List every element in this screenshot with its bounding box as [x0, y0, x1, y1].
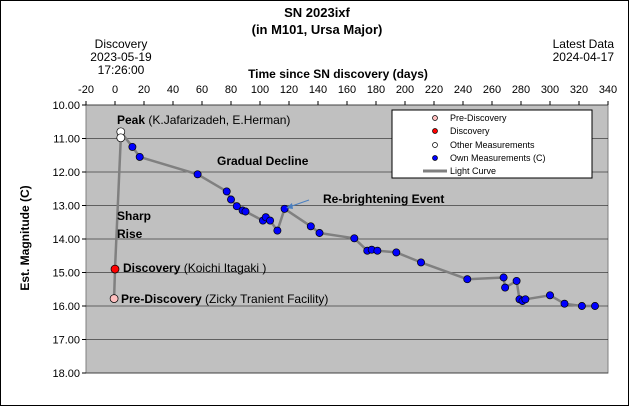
own-measurement-point	[222, 187, 231, 196]
x-tick-label: 140	[309, 84, 327, 96]
x-tick-label: 40	[167, 84, 179, 96]
own-measurement-point	[577, 302, 586, 310]
legend-disc-label: Discovery	[450, 126, 490, 136]
annotation-pre-discovery-text: (Zicky Tranient Facility)	[202, 292, 329, 306]
annotation-discovery: Discovery (Koichi Itagaki )	[123, 261, 266, 275]
legend-own-marker	[432, 155, 438, 161]
annotation-rebrightening: Re-brightening Event	[323, 192, 444, 206]
latest-note-label: Latest Data	[553, 37, 615, 51]
y-tick-label: 15.00	[52, 268, 80, 280]
annotation-sharp: Sharp	[117, 209, 151, 223]
x-tick-label: 20	[138, 84, 150, 96]
own-measurement-point	[512, 276, 521, 285]
x-tick-label: -20	[78, 84, 94, 96]
x-tick-label: 220	[425, 84, 443, 96]
own-measurement-point	[392, 248, 401, 257]
own-measurement-point	[501, 283, 510, 292]
x-tick-label: 160	[338, 84, 356, 96]
annotation-discovery-bold: Discovery	[123, 261, 181, 275]
annotation-peak-bold: Peak	[117, 113, 145, 127]
y-tick-label: 11.00	[53, 134, 80, 146]
discovery-note-time: 17:26:00	[98, 63, 145, 77]
x-tick-label: 80	[225, 84, 237, 96]
y-axis-label: Est. Magnitude (C)	[18, 185, 32, 290]
own-measurement-point	[463, 275, 472, 284]
x-tick-label: 240	[454, 84, 472, 96]
x-tick-label: 60	[196, 84, 208, 96]
discovery-note-date: 2023-05-19	[90, 50, 152, 64]
chart-subtitle: (in M101, Ursa Major)	[252, 22, 383, 37]
own-measurement-point	[315, 229, 324, 237]
rebrightening-arrowhead	[286, 203, 293, 209]
x-tick-label: 0	[112, 84, 118, 96]
x-tick-label: 200	[396, 84, 414, 96]
discovery-note-label: Discovery	[95, 37, 148, 51]
own-measurement-point	[417, 258, 425, 267]
x-tick-label: 180	[367, 84, 385, 96]
y-tick-label: 14.00	[52, 234, 80, 246]
own-measurement-point	[560, 299, 569, 308]
points-layer	[109, 127, 599, 310]
legend-own-label: Own Measurements (C)	[450, 153, 546, 163]
own-measurement-point	[280, 204, 289, 213]
own-measurement-point	[546, 291, 554, 300]
x-tick-label: 280	[512, 84, 530, 96]
own-measurement-point	[135, 152, 144, 161]
y-tick-label: 12.00	[52, 167, 80, 179]
annotation-pre-discovery-bold: Pre-Discovery	[121, 292, 202, 306]
x-axis-label: Time since SN discovery (days)	[248, 67, 428, 81]
annotation-gradual-decline: Gradual Decline	[217, 154, 309, 168]
own-measurement-point	[266, 216, 275, 225]
legend-pre-marker	[432, 115, 438, 121]
legend-box	[391, 109, 593, 179]
own-measurement-point	[591, 302, 599, 310]
pre-discovery-point	[109, 294, 119, 303]
y-tick-label: 17.00	[52, 335, 80, 347]
legend-line-label: Light Curve	[450, 166, 496, 176]
own-measurement-point	[227, 195, 235, 204]
x-tick-label: 100	[251, 84, 269, 96]
latest-note-date: 2024-04-17	[553, 50, 615, 64]
own-measurement-point	[193, 170, 202, 179]
annotation-peak: Peak (K.Jafarizadeh, E.Herman)	[117, 113, 290, 127]
x-tick-label: 340	[599, 84, 617, 96]
own-measurement-point	[273, 226, 282, 235]
x-tick-label: 320	[570, 84, 588, 96]
own-measurement-point	[521, 295, 530, 304]
legend: Pre-Discovery Discovery Other Measuremen…	[391, 109, 593, 179]
chart-title: SN 2023ixf	[284, 5, 350, 20]
annotation-rise: Rise	[117, 227, 143, 241]
x-tick-label: 300	[541, 84, 559, 96]
curve-layer	[112, 130, 595, 308]
annotation-discovery-text: (Koichi Itagaki )	[180, 261, 266, 275]
legend-other-marker	[432, 142, 438, 148]
x-tick-label: 120	[280, 84, 298, 96]
legend-other-label: Other Measurements	[450, 140, 535, 150]
own-measurement-point	[350, 234, 359, 243]
y-tick-label: 10.00	[52, 100, 80, 112]
axis-ticks: 10.00 11.00 12.00 13.00 14.00 15.00 16.00 17.00…	[52, 84, 617, 380]
annotation-pre-discovery: Pre-Discovery (Zicky Tranient Facility)	[121, 292, 328, 306]
x-tick-label: 260	[483, 84, 501, 96]
y-tick-label: 13.00	[52, 201, 80, 213]
own-measurement-point	[373, 246, 382, 255]
discovery-point	[110, 264, 120, 274]
own-measurement-point	[499, 273, 508, 282]
own-measurement-point	[306, 222, 315, 231]
light-curve-line	[112, 130, 595, 308]
annotation-peak-text: (K.Jafarizadeh, E.Herman)	[145, 113, 290, 127]
own-measurement-point	[241, 207, 250, 216]
other-measurement-point	[116, 133, 126, 143]
own-measurement-point	[232, 202, 241, 211]
y-tick-label: 16.00	[52, 301, 80, 313]
own-measurement-point	[128, 142, 137, 151]
y-tick-label: 18.00	[52, 368, 80, 380]
legend-disc-marker	[432, 128, 438, 134]
legend-pre-label: Pre-Discovery	[450, 113, 507, 123]
